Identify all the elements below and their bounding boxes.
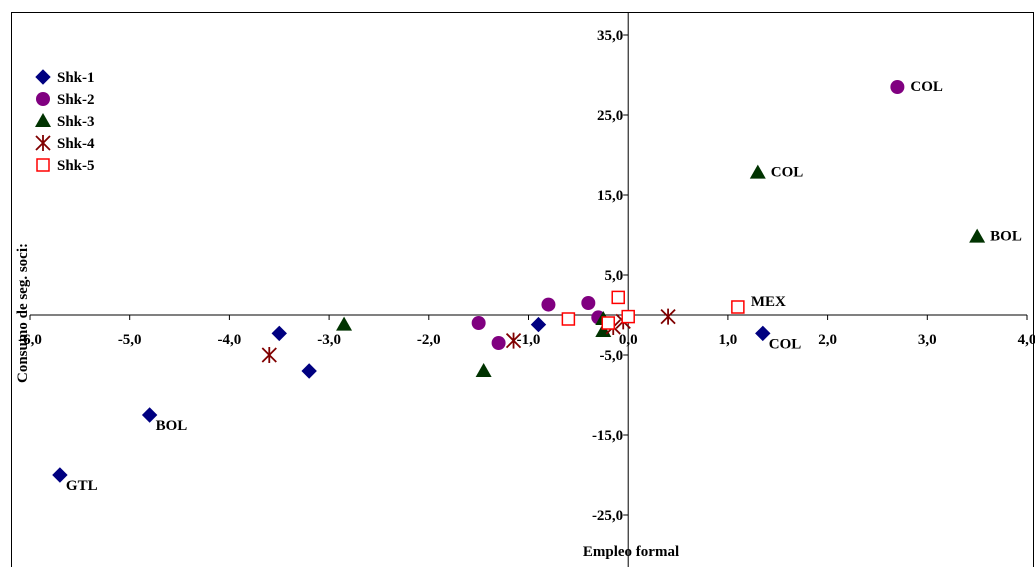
y-tick-label: -25,0 bbox=[592, 508, 623, 524]
x-tick-label: 1,0 bbox=[719, 332, 738, 348]
x-tick-label: -3,0 bbox=[317, 332, 341, 348]
point-shk-1 bbox=[530, 316, 547, 333]
legend-label: Shk-2 bbox=[57, 92, 95, 108]
y-axis-label: Consumo de seg. soci: bbox=[15, 243, 31, 383]
point-shk-3 bbox=[969, 228, 986, 243]
point-label: BOL bbox=[990, 229, 1022, 245]
legend: Shk-1 Shk-2 Shk-3 Shk-4 Shk-5 bbox=[35, 69, 95, 174]
point-shk-5 bbox=[621, 309, 635, 324]
point-shk-5 bbox=[601, 316, 616, 330]
point-shk-3 bbox=[336, 316, 353, 331]
x-tick-label: -5,0 bbox=[118, 332, 142, 348]
point-shk-4 bbox=[660, 308, 676, 325]
y-tick-label: -15,0 bbox=[592, 428, 623, 444]
x-tick-label: 4,0 bbox=[1018, 332, 1035, 348]
x-tick-label: -6,0 bbox=[18, 332, 42, 348]
legend-marker-shk-2 bbox=[36, 92, 50, 106]
y-tick-label: -5,0 bbox=[599, 348, 623, 364]
legend-label: Shk-3 bbox=[57, 114, 95, 130]
y-tick-label: 35,0 bbox=[597, 28, 623, 44]
legend-marker-shk-4 bbox=[35, 135, 51, 151]
point-shk-2 bbox=[471, 316, 486, 330]
axes: -6,0 -5,0 -4,0 -3,0 -2,0 -1,0 0,0 1,0 2,0 3,0 4,0 3… bbox=[18, 13, 1035, 567]
y-tick-label: 5,0 bbox=[604, 268, 623, 284]
legend-marker-shk-5 bbox=[36, 158, 50, 172]
point-shk-3 bbox=[749, 164, 766, 179]
point-label: COL bbox=[771, 165, 804, 181]
point-shk-1 bbox=[52, 467, 68, 483]
x-tick-label: -1,0 bbox=[517, 332, 541, 348]
point-shk-3 bbox=[475, 363, 492, 377]
x-tick-label: 2,0 bbox=[818, 332, 837, 348]
y-tick-label: 25,0 bbox=[597, 108, 623, 124]
plot-border bbox=[11, 12, 1034, 572]
point-label: BOL bbox=[156, 418, 188, 434]
point-shk-2 bbox=[581, 296, 596, 310]
point-shk-4 bbox=[261, 347, 277, 363]
x-tick-label: 3,0 bbox=[918, 332, 937, 348]
x-tick-label: -2,0 bbox=[417, 332, 441, 348]
point-shk-2 bbox=[541, 297, 556, 312]
point-label: COL bbox=[910, 79, 943, 95]
legend-label: Shk-4 bbox=[57, 136, 95, 152]
point-shk-4 bbox=[505, 332, 522, 349]
legend-label: Shk-5 bbox=[57, 158, 95, 174]
point-shk-1 bbox=[141, 407, 158, 423]
point-shk-5 bbox=[731, 300, 745, 314]
legend-label: Shk-1 bbox=[57, 70, 95, 86]
legend-marker-shk-3 bbox=[35, 113, 51, 127]
point-shk-1 bbox=[755, 325, 771, 342]
x-axis-label: Empleo formal bbox=[583, 544, 679, 560]
point-label: GTL bbox=[66, 478, 98, 494]
x-tick-label: -4,0 bbox=[218, 332, 242, 348]
x-tick-label: 0,0 bbox=[619, 332, 638, 348]
point-label: COL bbox=[769, 336, 802, 352]
point-shk-2 bbox=[491, 336, 506, 350]
legend-marker-shk-1 bbox=[35, 69, 51, 85]
y-tick-label: 15,0 bbox=[597, 188, 623, 204]
point-shk-1 bbox=[301, 363, 317, 379]
point-label: MEX bbox=[751, 294, 786, 310]
point-shk-2 bbox=[890, 80, 905, 94]
point-shk-1 bbox=[271, 325, 287, 342]
point-shk-5 bbox=[561, 312, 576, 326]
point-shk-5 bbox=[611, 290, 625, 305]
data-points: GTL BOL COL COL COL BOL MEX bbox=[52, 79, 1022, 494]
